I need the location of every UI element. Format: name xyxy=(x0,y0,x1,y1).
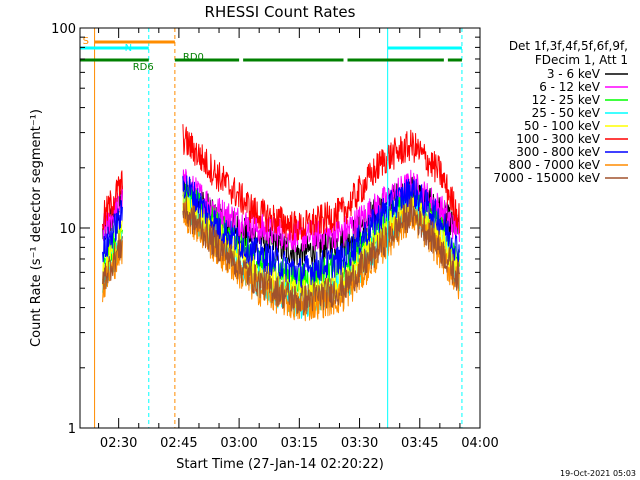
x-tick-label: 03:30 xyxy=(341,436,378,451)
x-tick-label: 03:15 xyxy=(281,436,318,451)
series-line-8 xyxy=(102,195,460,316)
flag-label-s: S xyxy=(83,36,89,47)
flag-label-rd0: RD0 xyxy=(183,52,204,63)
y-tick-label: 10 xyxy=(59,222,76,237)
x-tick-label: 04:00 xyxy=(461,436,498,451)
legend-entry-label-7: 800 - 7000 keV xyxy=(509,158,601,172)
y-tick-label: 1 xyxy=(68,422,76,437)
legend-entry-label-5: 100 - 300 keV xyxy=(516,132,600,146)
legend-header-line-2: FDecim 1, Att 1 xyxy=(535,53,628,67)
x-tick-label: 02:45 xyxy=(160,436,197,451)
y-axis-label: Count Rate (s⁻¹ detector segment⁻¹) xyxy=(29,109,44,347)
chart-title: RHESSI Count Rates xyxy=(205,3,356,21)
footer-date: 19-Oct-2021 05:03 xyxy=(560,469,636,478)
legend-entry-label-6: 300 - 800 keV xyxy=(516,145,600,159)
x-tick-label: 03:00 xyxy=(220,436,257,451)
x-tick-label: 02:30 xyxy=(100,436,137,451)
legend-entry-label-8: 7000 - 15000 keV xyxy=(493,171,600,185)
series-line-6 xyxy=(102,175,460,289)
x-tick-label: 03:45 xyxy=(401,436,438,451)
y-tick-label: 100 xyxy=(51,22,76,37)
axes-layer: 1 10 100 02:30 02:45 03:00 03:15 03:30 03:45 04:0… xyxy=(51,22,499,451)
series-line-5 xyxy=(102,124,460,241)
legend-entry-label-2: 12 - 25 keV xyxy=(532,93,601,107)
legend-entry-label-3: 25 - 50 keV xyxy=(532,106,601,120)
flag-label-n: N xyxy=(125,43,132,54)
legend-entry-label-1: 6 - 12 keV xyxy=(539,80,601,94)
x-axis-label: Start Time (27-Jan-14 02:20:22) xyxy=(176,457,384,472)
legend-entry-label-4: 50 - 100 keV xyxy=(524,119,601,133)
legend-entry-label-0: 3 - 6 keV xyxy=(547,67,601,81)
flag-label-rd6: RD6 xyxy=(133,62,154,73)
legend-header-line-1: Det 1f,3f,4f,5f,6f,9f, xyxy=(509,39,628,53)
